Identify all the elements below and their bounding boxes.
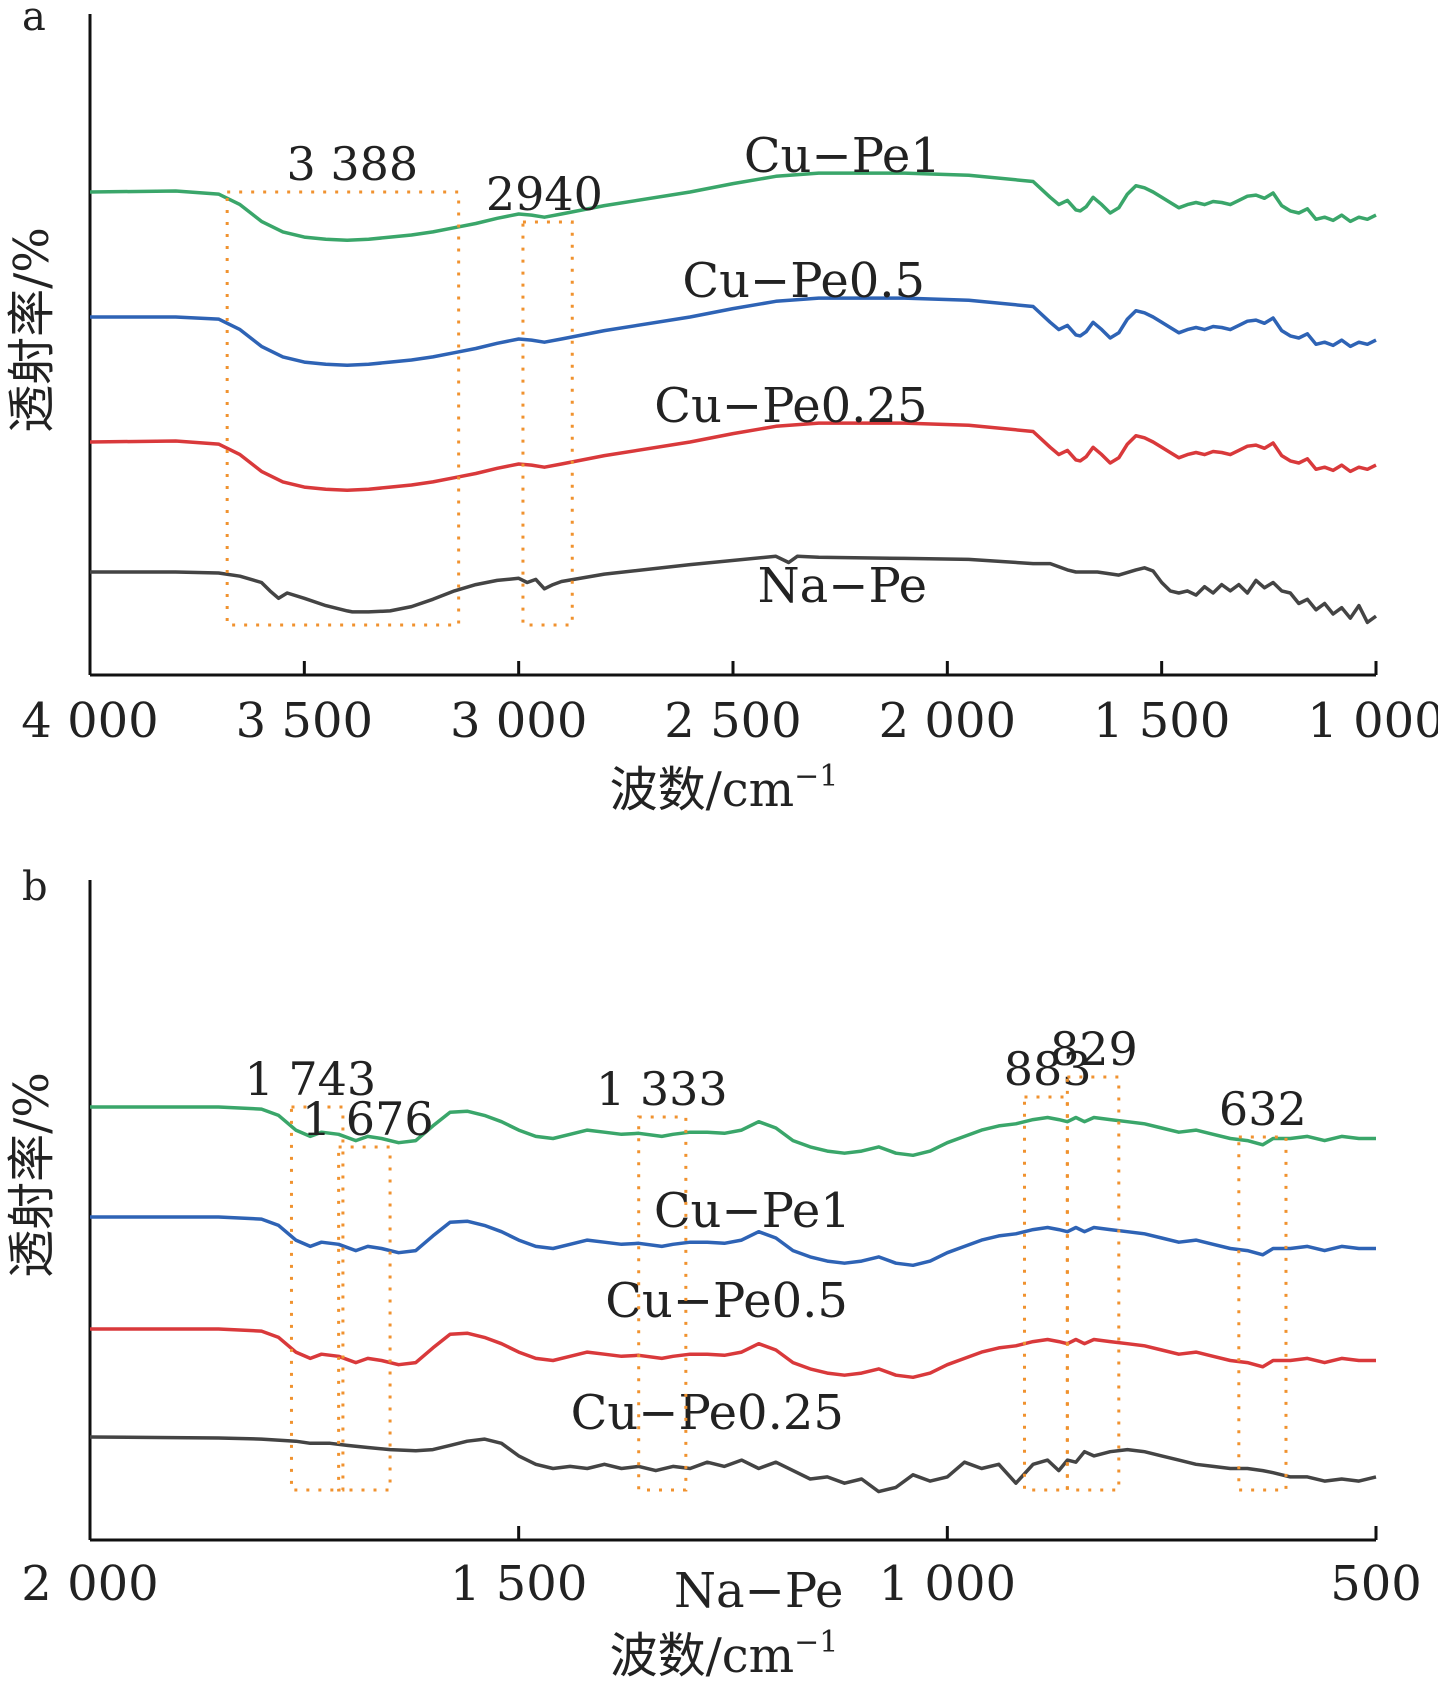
- x-tick-label: 3 000: [450, 693, 587, 749]
- series-line-3: [89, 1435, 1377, 1494]
- series-line-2: [90, 1327, 1376, 1380]
- series-line-0: [90, 1105, 1376, 1158]
- annotation-label-2: 1 333: [596, 1062, 728, 1116]
- series-line-0: [89, 171, 1377, 243]
- panel-b-xlabel: 波数/cm−1: [610, 1625, 839, 1682]
- series-label-3: Na−Pe: [674, 1563, 843, 1619]
- annotation-label-1: 2940: [486, 167, 603, 221]
- annotation-box-3: [1022, 1095, 1069, 1492]
- x-tick-label: 2 500: [664, 693, 801, 749]
- svg-text:透射率/%: 透射率/%: [4, 1072, 60, 1278]
- x-tick-label: 2 000: [879, 693, 1016, 749]
- annotation-label-1: 1 676: [302, 1092, 434, 1146]
- x-tick-label: 1 000: [1307, 693, 1438, 749]
- x-tick-label: 1 500: [450, 1556, 587, 1612]
- annotation-label-4: 829: [1050, 1022, 1138, 1076]
- x-tick-label: 2 000: [21, 1556, 158, 1612]
- x-tick-label: 1 000: [879, 1556, 1016, 1612]
- annotation-label-5: 632: [1219, 1082, 1307, 1136]
- x-tick-label: 4 000: [21, 693, 158, 749]
- series-line-3: [90, 554, 1378, 625]
- annotation-box-1: [337, 1145, 392, 1492]
- panel-a-label: a: [22, 0, 46, 40]
- x-tick-label: 500: [1330, 1556, 1422, 1612]
- panel-a: a 透射率/% 波数/cm−1 4 000 3 500 3 000 2 500 2 00…: [4, 0, 1438, 818]
- series-label-2: Cu−Pe0.25: [654, 378, 927, 434]
- series-label-3: Na−Pe: [758, 558, 927, 614]
- annotation-box-5: [1237, 1135, 1288, 1492]
- series-label-0: Cu−Pe1: [654, 1183, 851, 1239]
- x-tick-label: 1 500: [1093, 693, 1230, 749]
- annotation-box-1: [521, 220, 574, 627]
- series-line-1: [90, 296, 1377, 368]
- annotation-box-0: [289, 1105, 345, 1492]
- annotation-box-4: [1065, 1075, 1121, 1492]
- series-label-2: Cu−Pe0.25: [571, 1385, 844, 1441]
- panel-b-label: b: [22, 864, 48, 910]
- panel-a-ylabel: 透射率/%: [4, 227, 60, 433]
- series-line-1: [90, 1215, 1376, 1268]
- panel-b-ylabel: 透射率/%: [4, 1072, 60, 1278]
- svg-text:透射率/%: 透射率/%: [4, 227, 60, 433]
- panel-b: b 透射率/% 波数/cm−1 2 000 1 500 1 000 500 Cu−Pe1…: [4, 864, 1422, 1682]
- annotation-label-3: 883: [1004, 1042, 1092, 1096]
- annotation-box-0: [225, 190, 461, 627]
- series-label-0: Cu−Pe1: [744, 128, 941, 184]
- annotation-label-0: 3 388: [286, 137, 418, 191]
- series-label-1: Cu−Pe0.5: [682, 253, 925, 309]
- x-tick-label: 3 500: [236, 693, 373, 749]
- panel-a-xlabel: 波数/cm−1: [610, 759, 839, 818]
- series-label-1: Cu−Pe0.5: [605, 1273, 848, 1329]
- annotation-label-0: 1 743: [244, 1052, 376, 1106]
- series-line-2: [89, 421, 1377, 493]
